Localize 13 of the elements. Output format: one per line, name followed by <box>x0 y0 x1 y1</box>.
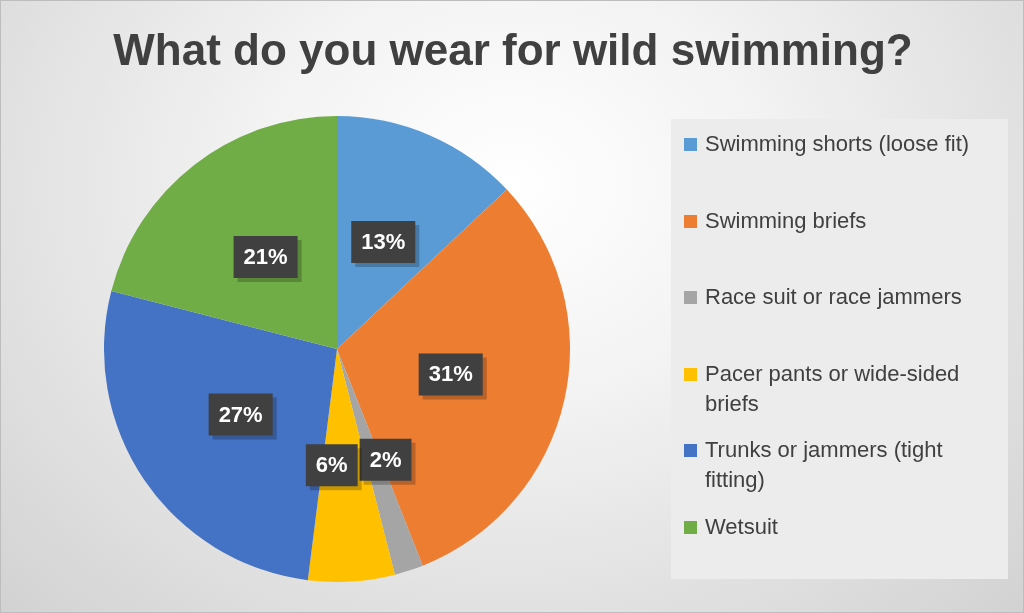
data-label: 21% <box>243 244 288 270</box>
data-label: 31% <box>428 361 473 387</box>
legend-label: Race suit or race jammers <box>705 283 963 311</box>
legend-label: Swimming shorts (loose fit) <box>705 130 971 158</box>
data-label: 13% <box>361 229 406 255</box>
chart-title: What do you wear for wild swimming? <box>112 24 914 76</box>
data-label: 2% <box>369 446 402 472</box>
data-label: 27% <box>218 401 263 427</box>
data-label: 6% <box>315 452 348 478</box>
legend-label: Pacer pants or wide-sided briefs <box>705 359 961 418</box>
legend-label: Swimming briefs <box>705 206 868 235</box>
legend-label: Wetsuit <box>705 512 779 541</box>
legend-label: Trunks or jammers (tight fitting) <box>705 436 944 494</box>
